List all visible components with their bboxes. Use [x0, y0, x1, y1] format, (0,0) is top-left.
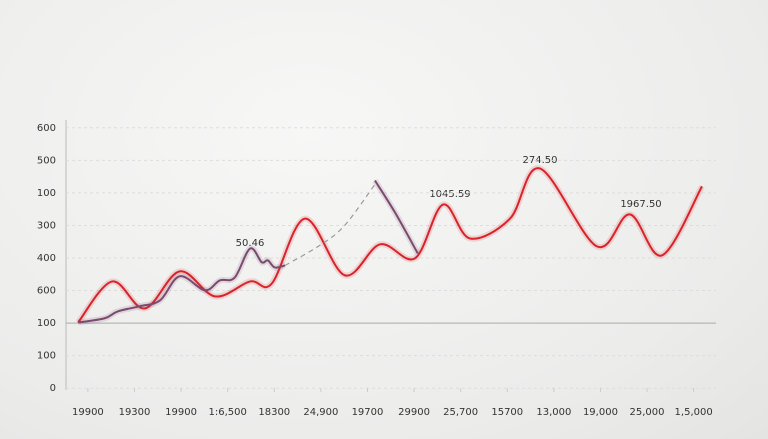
y-tick-label: 600 — [37, 123, 56, 134]
y-tick-label: 100 — [37, 318, 56, 329]
x-tick-label: 19900 — [165, 407, 197, 418]
series-line — [77, 167, 703, 324]
y-tick-label: 0 — [50, 383, 56, 394]
x-tick-label: 19300 — [119, 407, 151, 418]
x-tick-label: 25,700 — [443, 407, 478, 418]
series-line — [77, 247, 286, 324]
series-line — [374, 179, 419, 254]
annotation: 1045.59 — [429, 189, 470, 200]
x-tick-label: 19900 — [72, 407, 104, 418]
annotation: 50.46 — [236, 238, 265, 249]
x-tick-label: 24,900 — [303, 407, 338, 418]
y-tick-label: 400 — [37, 253, 56, 264]
series-line — [284, 184, 376, 267]
x-tick-label: 13,000 — [536, 407, 571, 418]
x-tick-label: 1,5,000 — [675, 407, 713, 418]
y-tick-label: 300 — [37, 220, 56, 231]
x-tick-label: 29900 — [398, 407, 430, 418]
line-glow — [75, 165, 705, 325]
x-tick-label: 19700 — [352, 407, 384, 418]
y-tick-label: 600 — [37, 286, 56, 297]
y-tick-label: 100 — [37, 351, 56, 362]
x-tick-label: 1:6,500 — [209, 407, 247, 418]
x-tick-label: 19,000 — [583, 407, 618, 418]
annotation: 1967.50 — [620, 199, 661, 210]
x-tick-label: 25,000 — [630, 407, 665, 418]
x-tick-label: 18300 — [258, 407, 290, 418]
x-tick-label: 15700 — [491, 407, 523, 418]
y-tick-label: 100 — [37, 188, 56, 199]
y-tick-label: 500 — [37, 155, 56, 166]
